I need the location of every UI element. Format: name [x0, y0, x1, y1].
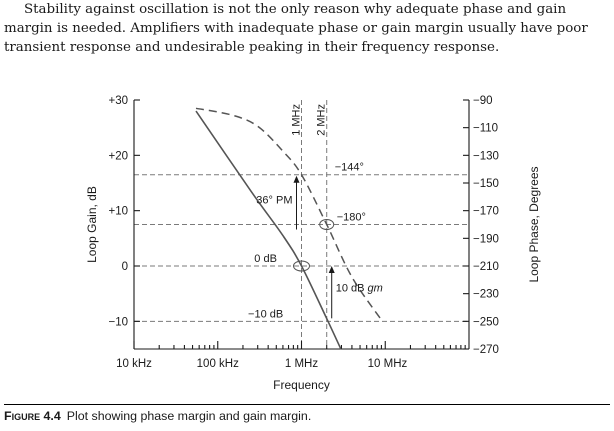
right-tick-label: −210 — [473, 261, 499, 273]
axis-labels: 1 MHz 2 MHz Loop Gain, dB Loop Phase, Degre… — [85, 104, 541, 392]
axis-ticks: +30 +20 +10 0 −10 −90 −110 −130 −150 −170 −190 −210… — [108, 95, 498, 370]
bode-plot: +30 +20 +10 0 −10 −90 −110 −130 −150 −170 −190 −210… — [85, 95, 541, 392]
unity-gain-crossing-marker — [293, 260, 310, 272]
left-tick-label: +30 — [108, 95, 128, 107]
figure-caption: Figure 4.4 Plot showing phase margin and … — [4, 409, 311, 423]
x-tick-label: 1 MHz — [285, 358, 318, 370]
caption-label: Figure 4.4 — [4, 409, 61, 423]
right-tick-label: −270 — [473, 344, 499, 356]
right-tick-label: −230 — [473, 289, 499, 301]
paragraph-line-3: transient response and undesirable peaki… — [4, 40, 500, 55]
phase-180-crossing-marker — [319, 219, 335, 230]
curves — [195, 107, 383, 350]
right-tick-label: −110 — [473, 123, 498, 135]
y-left-title: Loop Gain, dB — [85, 186, 99, 263]
ref-label-minus180: −180° — [337, 212, 366, 224]
left-tick-label: +10 — [108, 206, 128, 218]
paragraph-line-1: Stability against oscillation is not the… — [24, 2, 567, 17]
phase-margin-label: 36° PM — [256, 195, 292, 207]
right-tick-label: −190 — [473, 233, 499, 245]
gain-margin-arrowhead — [328, 266, 335, 273]
x-tick-label: 100 kHz — [197, 358, 239, 370]
body-paragraph: Stability against oscillation is not the… — [4, 0, 610, 57]
paragraph-line-2: margin is needed. Amplifiers with inadeq… — [4, 21, 588, 36]
left-tick-label: −10 — [108, 316, 128, 328]
ref-label-minus144: −144° — [335, 162, 364, 174]
left-tick-label: +20 — [108, 150, 128, 162]
ref-label-minus10db: −10 dB — [248, 308, 283, 320]
caption-rule — [4, 404, 610, 405]
reference-lines — [134, 100, 469, 349]
annotations: 36° PM 10 dB gm 0 dB −10 dB −144° −180° — [248, 162, 383, 321]
x-tick-label: 10 MHz — [368, 358, 408, 370]
x-tick-label: 10 kHz — [116, 358, 152, 370]
phase-curve — [195, 107, 383, 321]
right-tick-label: −90 — [473, 95, 493, 107]
right-tick-label: −250 — [473, 316, 499, 328]
gain-margin-symbol: gm — [368, 283, 383, 295]
right-tick-label: −150 — [473, 178, 499, 190]
marker-label-2 MHz: 2 MHz — [316, 104, 328, 136]
left-tick-label: 0 — [122, 261, 128, 273]
gain-margin-label: 10 dB gm — [336, 283, 383, 295]
caption-text: Plot showing phase margin and gain margi… — [66, 409, 312, 423]
right-tick-label: −130 — [473, 150, 499, 162]
y-right-title: Loop Phase, Degrees — [527, 166, 541, 282]
marker-label-1 MHz: 1 MHz — [291, 104, 303, 136]
right-tick-label: −170 — [473, 206, 499, 218]
x-axis-title: Frequency — [273, 378, 330, 392]
gain-curve — [195, 110, 342, 350]
gain-margin-value: 10 dB — [336, 283, 368, 295]
phase-margin-arrowhead — [293, 175, 300, 183]
ref-label-0db: 0 dB — [254, 253, 277, 265]
